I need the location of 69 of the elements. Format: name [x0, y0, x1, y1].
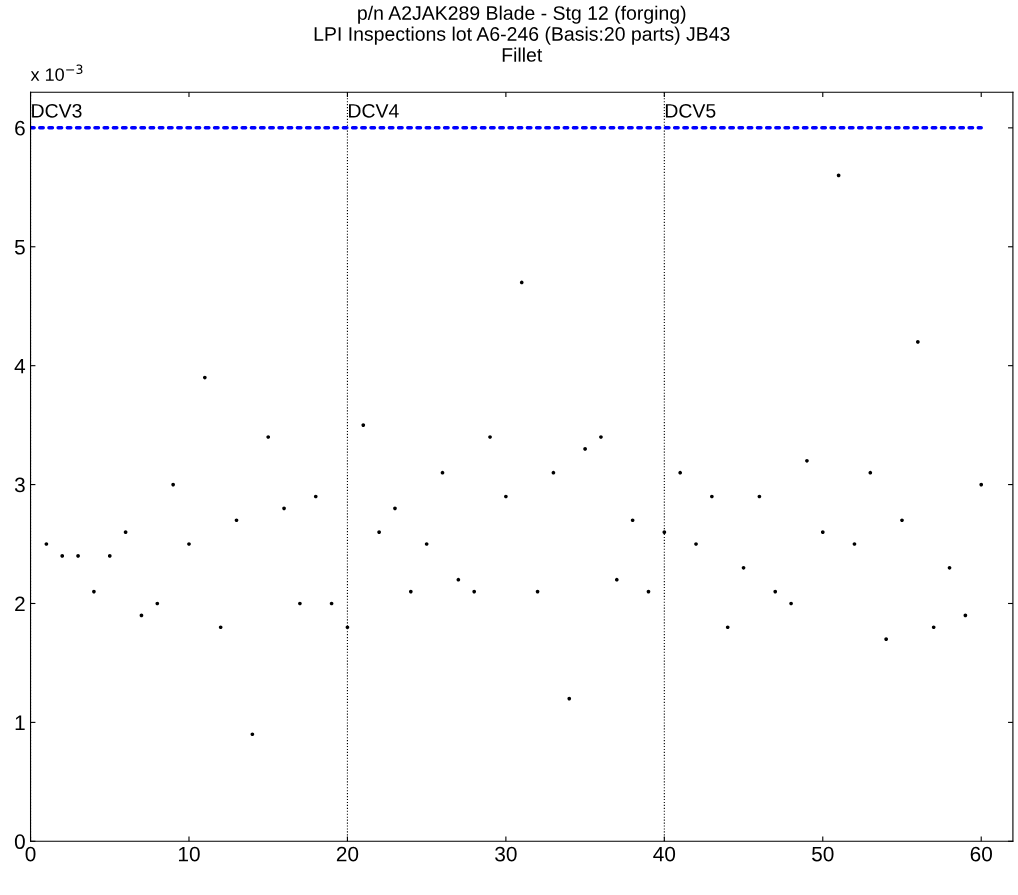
point [345, 625, 350, 630]
point [282, 506, 286, 511]
point [916, 340, 920, 344]
point [472, 589, 477, 594]
point [234, 518, 239, 523]
ref-line-label: DCV3 [32, 103, 82, 118]
point [662, 530, 667, 534]
point [630, 518, 635, 523]
point [424, 542, 429, 546]
point [92, 589, 96, 594]
point [155, 601, 160, 606]
ref-line-label: DCV4 [349, 103, 399, 118]
y-tick-label: 6 [15, 120, 25, 136]
point [741, 565, 746, 570]
point [900, 518, 904, 523]
y-tick-label: 0 [14, 834, 25, 850]
y-tick-label: 3 [14, 477, 25, 493]
point [298, 601, 302, 606]
point [187, 542, 191, 546]
point [250, 732, 255, 737]
chart-title: p/n A2JAK289 Blade - Stg 12 (forging) LPI Inspections lot A6-246 (Basis:20 parts) JB43 Fillet [314, 5, 730, 62]
text: x 10$^{−3}$ [30, 64, 83, 81]
point [440, 470, 445, 475]
point [725, 625, 730, 630]
x-tick-label: 60 [970, 846, 992, 862]
point [947, 565, 952, 570]
point [694, 542, 698, 546]
x-tick-label: 0 [25, 846, 36, 862]
point [266, 435, 271, 439]
point [488, 435, 492, 439]
ref-line-label: DCV5 [665, 103, 716, 118]
point [599, 435, 603, 439]
x-tick-label: 40 [653, 846, 676, 862]
point [789, 601, 793, 606]
point [773, 589, 778, 594]
y-tick-label: 1 [15, 715, 25, 730]
point [884, 637, 888, 641]
point [393, 506, 397, 511]
point [60, 554, 65, 558]
point [107, 554, 112, 558]
point [76, 554, 80, 558]
x-tick-label: 50 [812, 846, 834, 862]
point [805, 458, 809, 463]
point [123, 530, 128, 534]
x-tick-label: 20 [336, 846, 359, 862]
point [202, 375, 207, 380]
point [931, 625, 936, 630]
point [979, 482, 984, 487]
point [710, 494, 714, 499]
point [820, 530, 825, 534]
y-tick-label: 5 [14, 239, 25, 255]
point [583, 447, 587, 451]
point [377, 530, 381, 534]
x-tick-label: 30 [495, 846, 517, 862]
point [519, 280, 524, 285]
point [44, 542, 49, 546]
point [614, 577, 619, 582]
point [171, 482, 175, 487]
y-tick-label: 4 [14, 358, 26, 374]
x-tick-label: 10 [178, 846, 200, 862]
point [408, 589, 413, 594]
point [567, 696, 572, 701]
point [218, 625, 223, 630]
point [678, 470, 683, 475]
point [852, 542, 857, 546]
point [504, 494, 508, 499]
point [361, 423, 366, 427]
point [313, 494, 318, 499]
y-tick-label: 2 [15, 596, 25, 612]
